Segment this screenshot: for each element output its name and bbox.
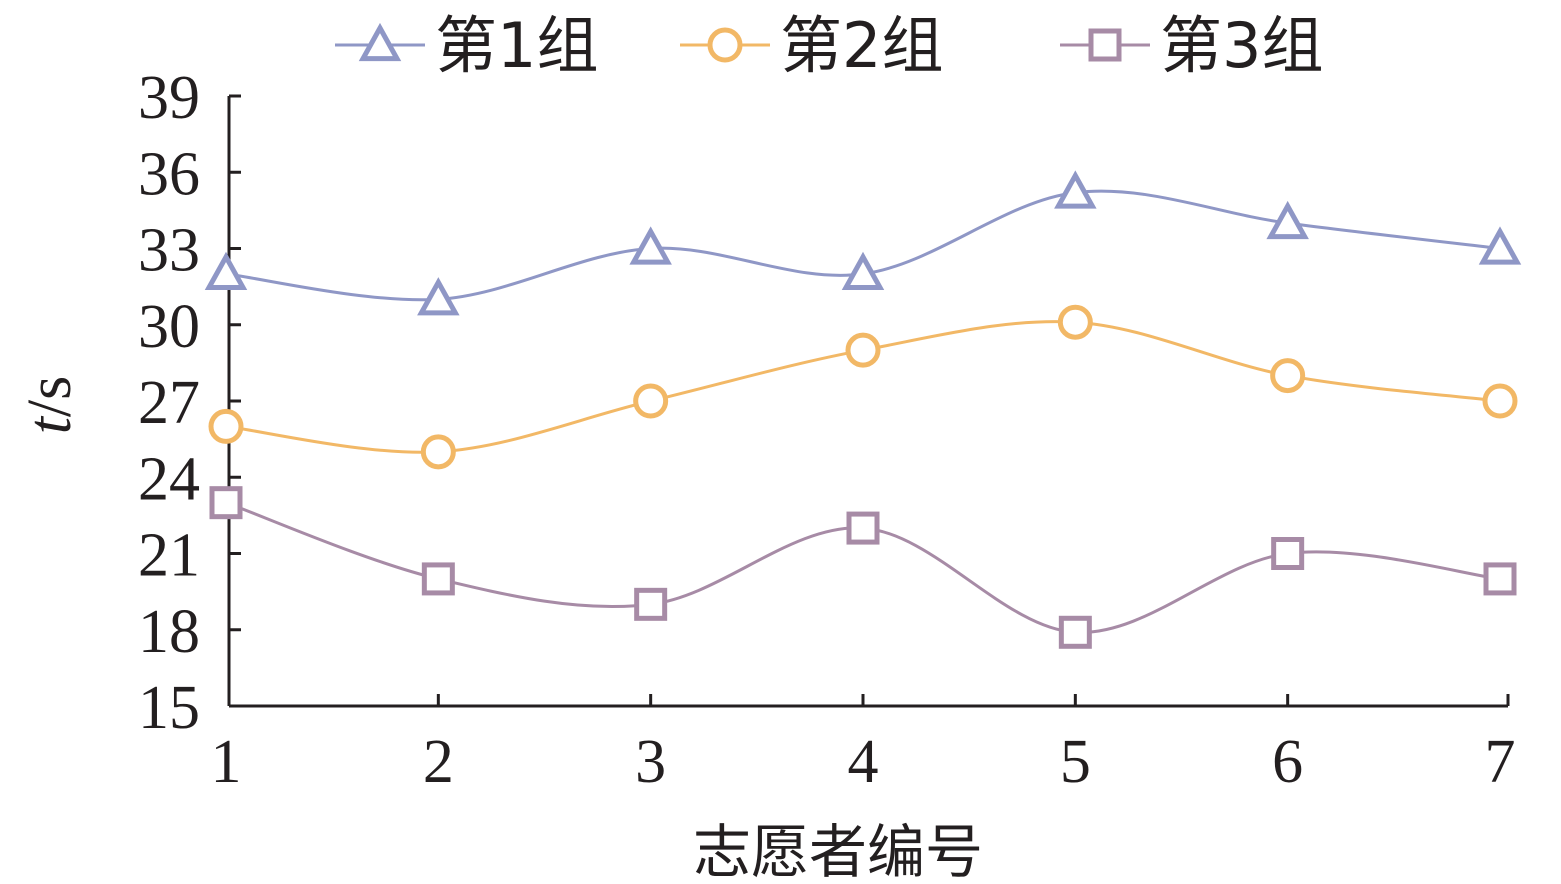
x-tick-label: 2 [423, 728, 454, 796]
data-point [421, 562, 455, 596]
data-point [633, 383, 669, 419]
x-tick-label: 7 [1485, 728, 1516, 796]
data-point [1483, 562, 1517, 596]
data-point [1266, 200, 1309, 240]
data-point [1270, 358, 1306, 394]
svg-text:t/s: t/s [16, 376, 84, 435]
y-tick-label: 21 [138, 522, 200, 590]
data-point [845, 332, 881, 368]
x-tick-label: 1 [211, 728, 242, 796]
x-tick-label: 5 [1060, 728, 1091, 796]
data-point [629, 226, 672, 265]
data-point [846, 511, 880, 545]
data-point [1478, 226, 1522, 265]
data-point [209, 486, 243, 520]
x-axis-title: 志愿者编号 [693, 818, 983, 884]
x-tick-label: 4 [848, 728, 879, 796]
data-point [1058, 615, 1092, 649]
y-tick-label: 18 [138, 598, 200, 666]
legend-item-1: 第1组 [335, 9, 598, 82]
x-tick-label: 6 [1272, 728, 1303, 796]
data-point [420, 434, 456, 470]
y-tick-label: 27 [138, 369, 200, 437]
legend-label: 第1组 [435, 9, 598, 82]
legend-label: 第2组 [780, 9, 943, 82]
y-tick-label: 36 [138, 140, 200, 208]
data-point [1271, 537, 1305, 570]
y-tick-label: 39 [138, 64, 200, 132]
series-1 [204, 170, 1522, 316]
data-point [634, 587, 668, 621]
x-axis-ticks: 1 2 3 4 5 6 7 [211, 694, 1516, 796]
y-axis-title-unit: /s [16, 376, 84, 417]
y-tick-label: 15 [138, 674, 200, 742]
legend-item-3: 第3组 [1060, 9, 1323, 82]
legend-marker [707, 27, 743, 63]
x-tick-label: 3 [635, 728, 666, 796]
y-axis-ticks: 15 18 21 24 27 30 33 36 39 [138, 64, 241, 742]
legend-marker [358, 22, 402, 62]
data-point [208, 408, 244, 444]
data-point [1482, 383, 1518, 419]
y-axis-title-var: t [16, 415, 84, 434]
legend-item-2: 第2组 [680, 9, 943, 82]
data-point [1057, 304, 1093, 340]
data-point [841, 251, 885, 291]
series-2 [208, 304, 1518, 470]
data-point [417, 277, 460, 316]
y-tick-label: 30 [138, 293, 200, 361]
series-3 [209, 486, 1517, 649]
y-tick-label: 33 [138, 217, 200, 285]
data-point [1054, 170, 1097, 209]
y-axis-title: t/s [16, 376, 84, 435]
series-group [204, 170, 1522, 649]
legend-label: 第3组 [1160, 9, 1323, 82]
data-point [204, 251, 248, 291]
legend-marker [1088, 28, 1122, 62]
legend: 第1组 第2组 第3组 [335, 9, 1323, 82]
axes [227, 96, 1508, 708]
y-tick-label: 24 [138, 445, 200, 513]
